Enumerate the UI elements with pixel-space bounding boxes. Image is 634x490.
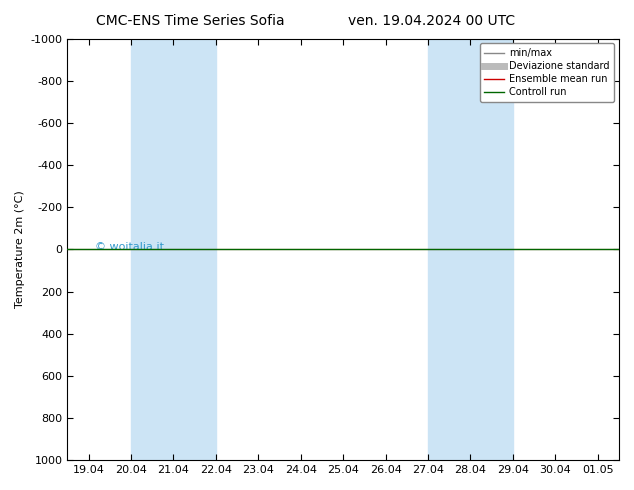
Text: ven. 19.04.2024 00 UTC: ven. 19.04.2024 00 UTC [347, 14, 515, 28]
Y-axis label: Temperature 2m (°C): Temperature 2m (°C) [15, 191, 25, 308]
Legend: min/max, Deviazione standard, Ensemble mean run, Controll run: min/max, Deviazione standard, Ensemble m… [479, 44, 614, 102]
Text: CMC-ENS Time Series Sofia: CMC-ENS Time Series Sofia [96, 14, 285, 28]
Bar [131, 39, 216, 460]
Bar [428, 39, 513, 460]
Text: © woitalia.it: © woitalia.it [95, 242, 164, 252]
